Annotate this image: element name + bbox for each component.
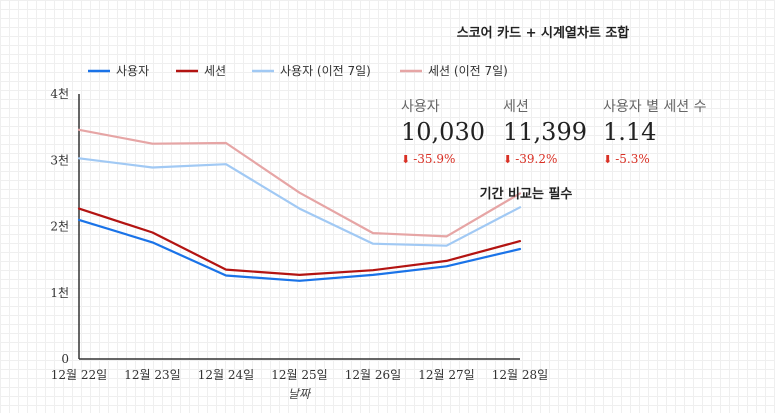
scorecard-users-delta-value: -35.9% <box>413 152 456 166</box>
series-line-3 <box>77 128 522 238</box>
y-axis-ticks: 0 1천 2천 3천 4천 <box>50 86 69 366</box>
comparison-note: 기간 비교는 필수 <box>480 186 573 202</box>
series-group <box>77 128 522 282</box>
x-tick-label: 12월 22일 <box>51 368 107 382</box>
scorecard-sessions-per-user-delta: ⬇ -5.3% <box>603 152 707 166</box>
scorecard-sessions-delta-value: -39.2% <box>515 152 558 166</box>
scorecard-sessions-label: 세션 <box>503 99 529 115</box>
x-tick-label: 12월 23일 <box>124 368 180 382</box>
scorecard-users: 사용자 10,030 ⬇ -35.9% <box>401 96 485 166</box>
y-tick-label: 0 <box>61 352 69 366</box>
x-axis-label: 날짜 <box>288 387 312 401</box>
scorecard-sessions-per-user-value: 1.14 <box>603 118 657 146</box>
legend: 사용자 세션 사용자 (이전 7일) 세션 (이전 7일) <box>88 64 508 78</box>
chart-title: 스코어 카드 + 시계열차트 조합 <box>457 25 630 41</box>
series-line-2 <box>77 157 522 247</box>
x-tick-label: 12월 27일 <box>418 368 474 382</box>
x-tick-label: 12월 24일 <box>198 368 254 382</box>
y-tick-label: 4천 <box>50 86 69 101</box>
scorecard-sessions-value: 11,399 <box>503 118 587 146</box>
y-tick-label: 1천 <box>50 285 69 300</box>
scorecard-users-label: 사용자 <box>401 99 440 115</box>
down-arrow-icon: ⬇ <box>503 153 513 166</box>
down-arrow-icon: ⬇ <box>603 153 613 166</box>
legend-label: 사용자 (이전 7일) <box>280 64 371 78</box>
scorecard-users-delta: ⬇ -35.9% <box>401 152 485 166</box>
scorecard-sessions-delta: ⬇ -39.2% <box>503 152 587 166</box>
legend-label: 세션 <box>204 64 226 78</box>
legend-label: 사용자 <box>116 64 149 78</box>
down-arrow-icon: ⬇ <box>401 153 411 166</box>
series-line-1 <box>77 207 522 276</box>
legend-label: 세션 (이전 7일) <box>428 64 508 78</box>
x-axis-ticks: 12월 22일 12월 23일 12월 24일 12월 25일 12월 26일 12월 2… <box>51 368 548 382</box>
scorecard-sessions-per-user-delta-value: -5.3% <box>615 152 650 166</box>
series-line-0 <box>77 218 522 282</box>
scorecard-users-value: 10,030 <box>401 118 485 146</box>
x-tick-label: 12월 26일 <box>345 368 401 382</box>
scorecard-sessions-per-user-label: 사용자 별 세션 수 <box>603 99 707 115</box>
scorecard-sessions: 세션 11,399 ⬇ -39.2% <box>503 96 587 166</box>
x-tick-label: 12월 25일 <box>271 368 327 382</box>
x-tick-label: 12월 28일 <box>492 368 548 382</box>
y-tick-label: 3천 <box>50 152 69 167</box>
scorecard-sessions-per-user: 사용자 별 세션 수 1.14 ⬇ -5.3% <box>603 96 707 166</box>
y-tick-label: 2천 <box>50 219 69 234</box>
